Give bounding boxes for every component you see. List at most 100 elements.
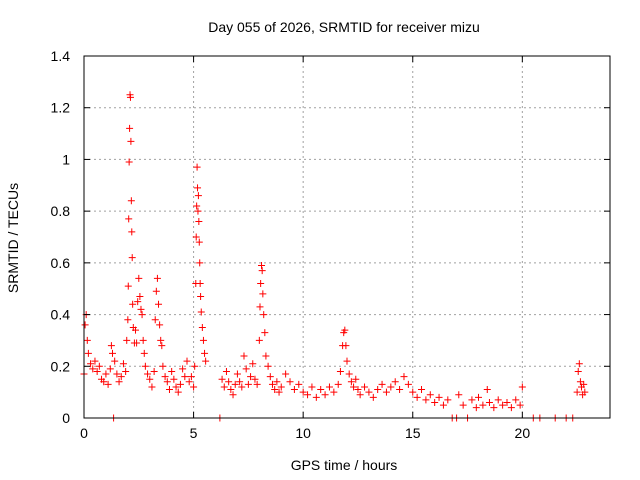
data-point	[400, 373, 408, 381]
data-point	[356, 391, 364, 399]
data-point	[518, 383, 526, 391]
data-point	[251, 375, 259, 383]
data-point	[192, 233, 200, 241]
y-tick-label: 0.4	[51, 307, 71, 323]
data-point	[260, 311, 268, 319]
data-point	[179, 365, 187, 373]
data-point	[512, 396, 520, 404]
data-point	[341, 326, 349, 334]
data-point	[387, 383, 395, 391]
data-point	[157, 336, 165, 344]
data-point	[135, 274, 143, 282]
data-point	[172, 383, 180, 391]
data-point	[165, 386, 173, 394]
data-point	[264, 362, 272, 370]
data-point	[444, 396, 452, 404]
data-point	[218, 375, 226, 383]
data-point	[382, 388, 390, 396]
data-point	[84, 349, 92, 357]
data-point	[247, 373, 255, 381]
plot-frame	[83, 55, 611, 419]
data-point	[127, 137, 135, 145]
data-point	[153, 274, 161, 282]
data-point	[361, 383, 369, 391]
data-point	[295, 380, 303, 388]
data-point	[490, 404, 498, 412]
data-point	[124, 282, 132, 290]
data-point	[321, 391, 329, 399]
data-point	[242, 365, 250, 373]
data-point	[413, 393, 421, 401]
data-point	[195, 238, 203, 246]
data-point	[161, 373, 169, 381]
y-tick-label: 1	[62, 151, 70, 167]
data-point	[170, 375, 178, 383]
data-point	[87, 360, 95, 368]
data-point	[197, 308, 205, 316]
data-point	[580, 380, 588, 388]
data-point	[144, 370, 152, 378]
data-point	[222, 367, 230, 375]
data-point	[507, 404, 515, 412]
data-point	[115, 378, 123, 386]
data-point	[345, 370, 353, 378]
data-point	[236, 378, 244, 386]
x-tick-label: 0	[80, 425, 88, 441]
data-point	[122, 367, 130, 375]
data-point	[225, 378, 233, 386]
data-point	[455, 391, 463, 399]
data-point	[83, 336, 91, 344]
data-point	[354, 386, 362, 394]
data-point	[574, 367, 582, 375]
data-point	[81, 321, 89, 329]
data-point	[91, 357, 99, 365]
data-point	[299, 388, 307, 396]
data-point	[483, 386, 491, 394]
data-point	[439, 401, 447, 409]
data-point	[199, 336, 207, 344]
data-point	[126, 124, 134, 132]
data-point	[125, 158, 133, 166]
y-tick-label: 1.2	[51, 100, 71, 116]
data-point	[95, 362, 103, 370]
data-point	[431, 398, 439, 406]
data-point	[124, 316, 132, 324]
data-point	[100, 378, 108, 386]
data-point	[258, 261, 266, 269]
data-point	[168, 367, 176, 375]
data-point	[136, 292, 144, 300]
data-point	[256, 303, 264, 311]
x-axis-label: GPS time / hours	[291, 457, 398, 473]
data-point	[193, 163, 201, 171]
data-point	[195, 217, 203, 225]
data-point	[104, 380, 112, 388]
data-point	[220, 383, 228, 391]
data-point	[347, 378, 355, 386]
data-point	[378, 380, 386, 388]
data-point	[191, 362, 199, 370]
data-point	[140, 349, 148, 357]
data-point	[231, 380, 239, 388]
data-point	[187, 373, 195, 381]
y-tick-label: 0	[62, 410, 70, 426]
data-point	[277, 383, 285, 391]
data-point	[330, 388, 338, 396]
data-point	[138, 311, 146, 319]
data-point	[262, 352, 270, 360]
data-point	[146, 375, 154, 383]
data-point	[573, 388, 581, 396]
data-point	[479, 401, 487, 409]
data-point	[190, 383, 198, 391]
data-point	[268, 380, 276, 388]
data-point	[227, 386, 235, 394]
chart-title: Day 055 of 2026, SRMTID for receiver miz…	[208, 19, 480, 35]
data-point	[201, 349, 209, 357]
data-point	[266, 373, 274, 381]
data-point	[194, 207, 202, 215]
data-point	[374, 386, 382, 394]
data-point	[317, 386, 325, 394]
data-point	[516, 401, 524, 409]
data-point	[158, 342, 166, 350]
